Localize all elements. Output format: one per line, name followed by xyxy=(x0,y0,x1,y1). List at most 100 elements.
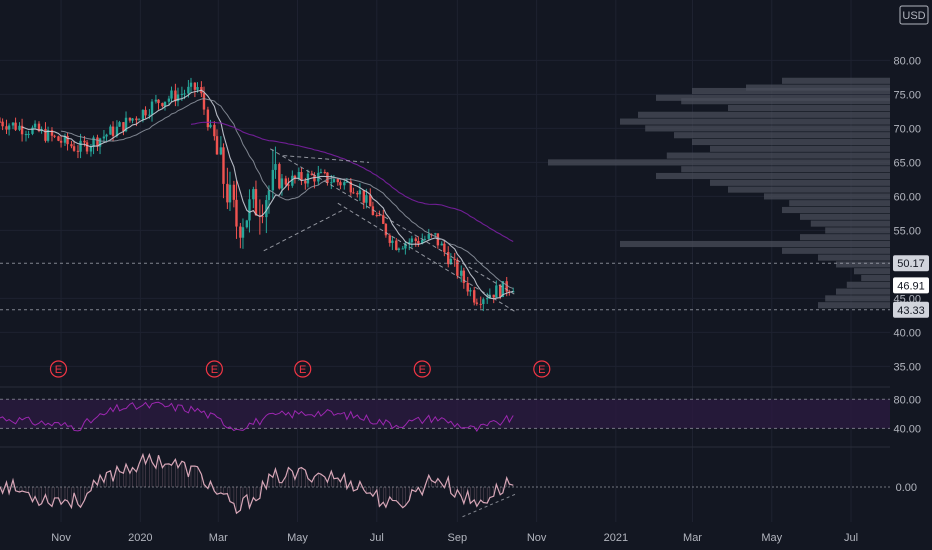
candle xyxy=(274,146,277,179)
candle-body xyxy=(53,135,56,137)
candle xyxy=(66,132,69,151)
candle-body xyxy=(323,172,327,174)
candle-body xyxy=(336,179,340,183)
candle-body xyxy=(24,134,28,136)
candle xyxy=(219,136,223,156)
candle-body xyxy=(447,252,450,265)
candle-body xyxy=(310,173,314,176)
candle xyxy=(414,236,417,247)
candle xyxy=(306,169,310,188)
candle xyxy=(397,247,401,253)
candle-body xyxy=(362,190,365,203)
candle xyxy=(443,240,446,257)
candle xyxy=(72,140,76,152)
candle xyxy=(319,168,323,174)
price-axis-label: 55.00 xyxy=(893,225,921,237)
earnings-marker[interactable]: E xyxy=(205,360,223,378)
time-axis-label: Mar xyxy=(209,532,228,544)
trendlines xyxy=(263,148,517,313)
earnings-marker[interactable]: E xyxy=(533,360,551,378)
candle-body xyxy=(482,299,485,305)
price-axis-label: 65.00 xyxy=(893,157,921,169)
earnings-marker-label: E xyxy=(211,364,218,376)
candle xyxy=(27,130,30,139)
candle xyxy=(76,145,80,159)
moving-average-mid xyxy=(60,98,514,289)
candle-body xyxy=(72,146,76,151)
candle-body xyxy=(57,136,60,141)
candle-body xyxy=(304,180,307,184)
volume-profile-bar xyxy=(656,94,890,101)
candle-body xyxy=(137,119,141,121)
price-tag-box xyxy=(893,301,929,318)
candle-body xyxy=(59,140,63,143)
candle-body xyxy=(330,182,333,184)
price-axis-label: 70.00 xyxy=(893,123,921,135)
candle-body xyxy=(128,117,132,121)
candle-body xyxy=(332,179,336,183)
volume-profile-bar xyxy=(681,98,890,105)
candle-body xyxy=(261,216,264,218)
volume-profile-bar xyxy=(789,200,890,207)
candle xyxy=(89,143,93,157)
candle-body xyxy=(20,125,24,135)
earnings-marker[interactable]: E xyxy=(413,360,431,378)
candle-body xyxy=(469,290,472,292)
price-axis-label: 40.00 xyxy=(893,327,921,339)
candle-body xyxy=(232,184,236,200)
price-axis[interactable]: 80.0075.0070.0065.0060.0055.0045.0040.00… xyxy=(893,55,921,494)
candle-body xyxy=(365,195,368,203)
candle-body xyxy=(118,122,121,127)
candle-body xyxy=(102,136,106,139)
candle xyxy=(440,241,443,246)
volume-profile-bar xyxy=(728,186,890,193)
volume-profile-bar xyxy=(854,268,890,275)
volume-profile-bar xyxy=(782,206,890,214)
volume-profile-bar xyxy=(836,261,890,268)
candle xyxy=(404,241,407,255)
candle-body xyxy=(215,136,219,155)
candle-body xyxy=(241,227,245,238)
volume-profile-bar xyxy=(746,84,890,91)
candle-body xyxy=(219,147,223,155)
candle-body xyxy=(397,248,401,250)
candle-body xyxy=(414,238,417,242)
candle xyxy=(46,126,50,143)
candle xyxy=(473,286,476,306)
candle-body xyxy=(189,82,193,87)
candle-body xyxy=(371,206,375,216)
moving-average-short xyxy=(21,89,514,300)
candle-body xyxy=(248,199,251,221)
candle-body xyxy=(180,93,184,95)
earnings-marker[interactable]: E xyxy=(49,360,68,378)
candle xyxy=(59,135,63,148)
candle-body xyxy=(291,175,294,186)
time-axis-label: Nov xyxy=(527,532,547,544)
candle xyxy=(102,130,106,143)
candle xyxy=(423,235,427,242)
candle-body xyxy=(239,226,242,238)
candle-body xyxy=(492,294,495,298)
candle-body xyxy=(421,239,424,244)
candle xyxy=(161,102,164,108)
candle xyxy=(85,139,89,155)
candle-body xyxy=(443,243,446,253)
candle-body xyxy=(258,215,262,217)
currency-label[interactable]: USD xyxy=(899,5,929,25)
candle-body xyxy=(176,94,180,102)
candle-body xyxy=(213,124,216,137)
candle-body xyxy=(349,181,353,193)
candle xyxy=(343,180,346,190)
candle xyxy=(391,236,394,250)
candle xyxy=(92,135,95,155)
time-axis-label: Sep xyxy=(448,532,468,544)
time-axis[interactable]: Nov 2020 Mar May Jul Sep Nov 2021 Mar May Jul xyxy=(51,532,858,544)
candle xyxy=(0,117,2,123)
candle-body xyxy=(293,175,297,179)
volume-profile-bar xyxy=(818,302,890,309)
candle xyxy=(395,237,398,251)
candle xyxy=(193,82,197,98)
earnings-marker[interactable]: E xyxy=(294,360,312,378)
